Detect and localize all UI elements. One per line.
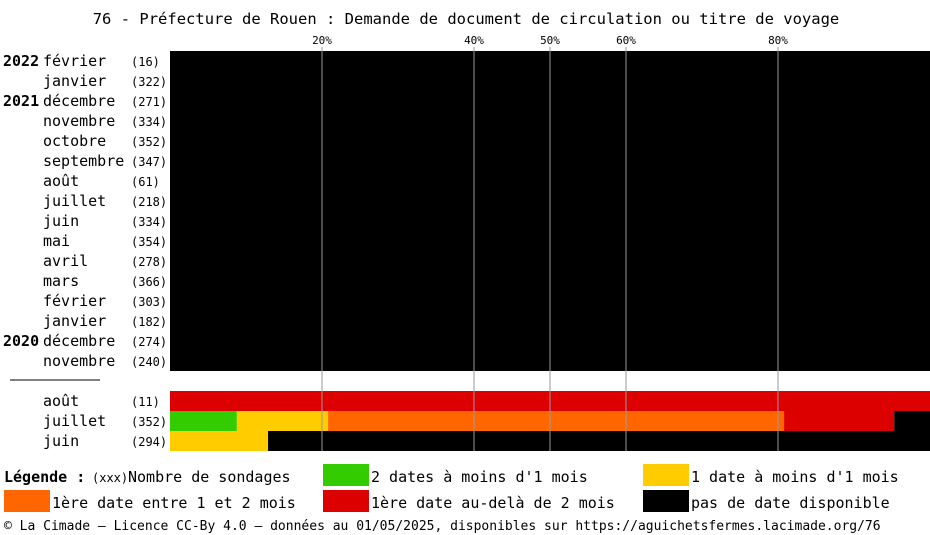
row-count: (354) bbox=[131, 235, 167, 249]
legend-swatch bbox=[323, 464, 369, 486]
row-month: janvier bbox=[43, 72, 106, 90]
row: septembre (347) bbox=[43, 151, 930, 171]
row: janvier (182) bbox=[43, 311, 930, 331]
bar-segment bbox=[784, 411, 895, 431]
row-count: (352) bbox=[131, 135, 167, 149]
row: février (303) bbox=[43, 291, 930, 311]
legend-swatch bbox=[323, 490, 369, 512]
row-count: (278) bbox=[131, 255, 167, 269]
row-count: (274) bbox=[131, 335, 167, 349]
legend-swatch bbox=[643, 464, 689, 486]
row-year: 2021 bbox=[3, 92, 39, 110]
row-month: février bbox=[43, 292, 106, 310]
row: juillet (352) bbox=[43, 411, 930, 431]
row: 2022 février (16) bbox=[3, 51, 930, 71]
row-count: (218) bbox=[131, 195, 167, 209]
row: octobre (352) bbox=[43, 131, 930, 151]
legend-label: 1ère date entre 1 et 2 mois bbox=[52, 494, 296, 512]
row: août (61) bbox=[43, 171, 930, 191]
bar-segment bbox=[170, 411, 237, 431]
row-count: (334) bbox=[131, 115, 167, 129]
row: juin (334) bbox=[43, 211, 930, 231]
legend-count-key: (xxx) bbox=[92, 471, 128, 485]
x-tick-label: 60% bbox=[616, 34, 636, 47]
row: janvier (322) bbox=[43, 71, 930, 91]
row-count: (16) bbox=[131, 55, 160, 69]
row-count: (334) bbox=[131, 215, 167, 229]
legend-title: Légende : bbox=[4, 468, 85, 486]
bar-segment bbox=[236, 411, 329, 431]
x-axis-ticks: 20% 40% 50% 60% 80% bbox=[312, 34, 788, 47]
row-month: janvier bbox=[43, 312, 106, 330]
row-count: (240) bbox=[131, 355, 167, 369]
grid-lines bbox=[321, 47, 779, 451]
row-month: août bbox=[43, 392, 79, 410]
bar-segment bbox=[328, 411, 785, 431]
bar-segment bbox=[268, 431, 930, 451]
legend: Légende : (xxx) Nombre de sondages 2 dat… bbox=[4, 464, 899, 512]
x-tick-label: 20% bbox=[312, 34, 332, 47]
row-month: juin bbox=[43, 432, 79, 450]
row-count: (182) bbox=[131, 315, 167, 329]
row: juin (294) bbox=[43, 431, 930, 451]
row-month: avril bbox=[43, 252, 88, 270]
x-tick-label: 50% bbox=[540, 34, 560, 47]
row: novembre (334) bbox=[43, 111, 930, 131]
row-month: août bbox=[43, 172, 79, 190]
row-count: (347) bbox=[131, 155, 167, 169]
row: août (11) bbox=[43, 391, 930, 411]
legend-label: 1 date à moins d'1 mois bbox=[691, 468, 899, 486]
legend-label: 2 dates à moins d'1 mois bbox=[371, 468, 588, 486]
legend-count-label: Nombre de sondages bbox=[128, 468, 291, 486]
row: mai (354) bbox=[43, 231, 930, 251]
legend-label: 1ère date au-delà de 2 mois bbox=[371, 494, 615, 512]
row-month: novembre bbox=[43, 352, 115, 370]
row-count: (11) bbox=[131, 395, 160, 409]
row: mars (366) bbox=[43, 271, 930, 291]
row-count: (294) bbox=[131, 435, 167, 449]
bar-segment bbox=[170, 431, 269, 451]
row-month: mars bbox=[43, 272, 79, 290]
row-month: février bbox=[43, 52, 106, 70]
row-month: décembre bbox=[43, 332, 115, 350]
row: 2020 décembre (274) bbox=[3, 331, 930, 351]
row-count: (366) bbox=[131, 275, 167, 289]
bar-segment bbox=[894, 411, 930, 431]
row-count: (61) bbox=[131, 175, 160, 189]
row-count: (352) bbox=[131, 415, 167, 429]
chart-title: 76 - Préfecture de Rouen : Demande de do… bbox=[93, 10, 840, 28]
row-month: septembre bbox=[43, 152, 124, 170]
row-month: juillet bbox=[43, 412, 106, 430]
row-count: (322) bbox=[131, 75, 167, 89]
row: 2021 décembre (271) bbox=[3, 91, 930, 111]
chart-rows: 2022 février (16)janvier (322)2021 décembre(… bbox=[3, 51, 930, 451]
row: avril (278) bbox=[43, 251, 930, 271]
legend-swatch bbox=[643, 490, 689, 512]
row-count: (271) bbox=[131, 95, 167, 109]
legend-label: pas de date disponible bbox=[691, 494, 890, 512]
row-month: juillet bbox=[43, 192, 106, 210]
row-month: mai bbox=[43, 232, 70, 250]
row-month: décembre bbox=[43, 92, 115, 110]
row: novembre (240) bbox=[43, 351, 930, 371]
row-month: octobre bbox=[43, 132, 106, 150]
x-tick-label: 80% bbox=[768, 34, 788, 47]
row: juillet (218) bbox=[43, 191, 930, 211]
legend-swatch bbox=[4, 490, 50, 512]
x-tick-label: 40% bbox=[464, 34, 484, 47]
row-month: juin bbox=[43, 212, 79, 230]
row-month: novembre bbox=[43, 112, 115, 130]
row-year: 2020 bbox=[3, 332, 39, 350]
row-year: 2022 bbox=[3, 52, 39, 70]
footer-credit: © La Cimade — Licence CC-By 4.0 — donnée… bbox=[4, 519, 881, 534]
row-count: (303) bbox=[131, 295, 167, 309]
